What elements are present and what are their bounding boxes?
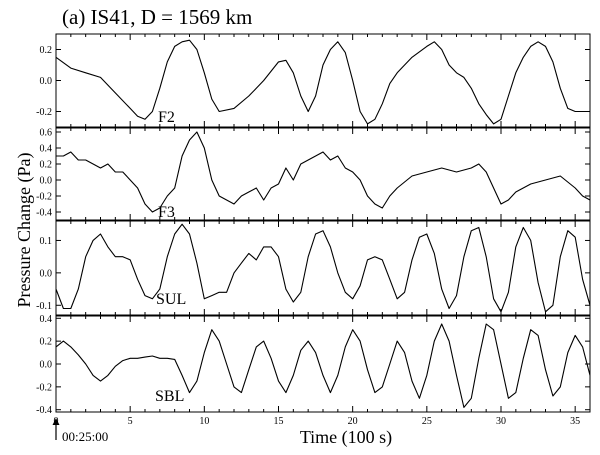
- y-tick-label: 0.2: [40, 337, 53, 348]
- chart-title: (a) IS41, D = 1569 km: [62, 5, 252, 29]
- x-tick-label: 25: [422, 416, 432, 427]
- x-tick-label: 35: [570, 416, 580, 427]
- start-time-arrow: [52, 418, 60, 440]
- panel-f2: 0.2 0.0 -0.2 F2: [36, 33, 591, 128]
- panel-sul: 0.1 0.0 -0.1 SUL: [36, 220, 591, 316]
- y-tick-label: 0.0: [40, 176, 53, 187]
- y-tick-label: 0.4: [40, 144, 53, 155]
- x-tick-label: 5: [128, 416, 133, 427]
- y-tick-label: 0.0: [40, 360, 53, 371]
- y-tick-label: -0.2: [36, 382, 52, 393]
- x-tick-label: 20: [348, 416, 358, 427]
- y-tick-label: -0.2: [36, 107, 52, 118]
- panels-group: 0.2 0.0 -0.2 F2 0.6 0.4 0.2 0.0 -0.2 -0.4 F3 0.1 0.0…: [36, 33, 591, 427]
- y-tick-label: 0.2: [40, 160, 53, 171]
- series-line-sul: [55, 223, 591, 313]
- panel-frame: [55, 127, 591, 221]
- y-tick-label: 0.2: [40, 45, 53, 56]
- y-tick-label: 0.0: [40, 268, 53, 279]
- panel-sbl: 0.4 0.2 0.0 -0.2 -0.4 SBL: [36, 314, 591, 416]
- panel-label: F3: [158, 204, 175, 221]
- y-tick-label: 0.6: [40, 128, 53, 139]
- panel-label: F2: [158, 109, 175, 126]
- panel-label: SBL: [155, 388, 184, 405]
- y-tick-label: -0.2: [36, 192, 52, 203]
- series-line-sbl: [55, 323, 591, 408]
- panel-frame: [55, 33, 591, 128]
- panel-frame: [55, 220, 591, 316]
- y-tick-label: 0.0: [40, 76, 53, 87]
- series-line-f2: [55, 39, 590, 125]
- y-tick-label: -0.4: [36, 208, 52, 219]
- series-line-f3: [56, 131, 591, 213]
- y-tick-label: 0.4: [40, 314, 53, 325]
- panel-label: SUL: [156, 291, 186, 308]
- panel-f3: 0.6 0.4 0.2 0.0 -0.2 -0.4 F3: [36, 127, 591, 221]
- x-tick-label: 30: [496, 416, 506, 427]
- x-axis-label: Time (100 s): [300, 427, 392, 448]
- y-tick-label: -0.4: [36, 405, 52, 416]
- start-time-label: 00:25:00: [62, 429, 108, 444]
- x-tick-label: 15: [274, 416, 284, 427]
- y-tick-label: -0.1: [36, 301, 52, 312]
- y-tick-label: 0.1: [40, 236, 53, 247]
- x-tick-label: 10: [199, 416, 209, 427]
- y-axis-label: Pressure Change (Pa): [14, 153, 35, 308]
